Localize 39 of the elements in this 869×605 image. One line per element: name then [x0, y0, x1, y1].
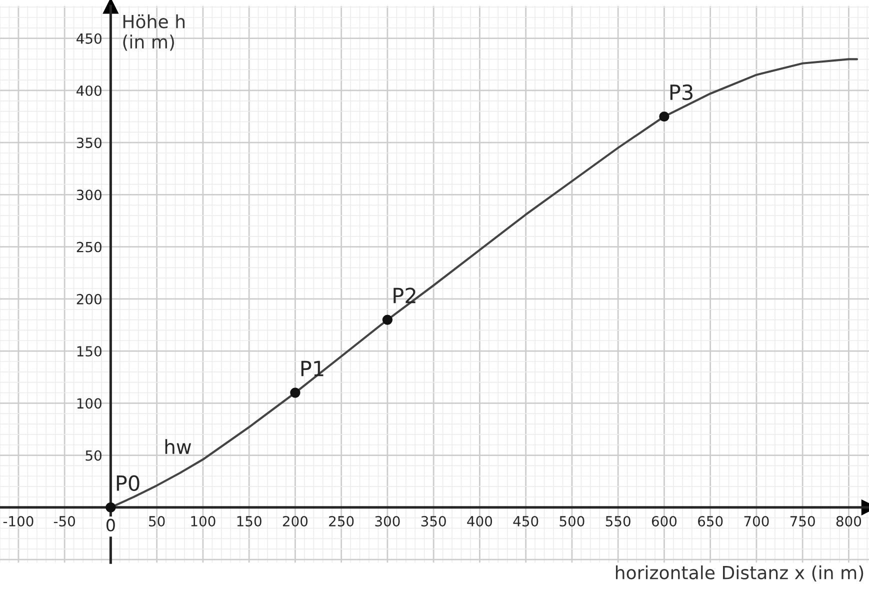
- point: [382, 314, 393, 325]
- x-tick-label: 350: [421, 516, 446, 526]
- x-tick-label: 750: [790, 516, 815, 526]
- x-tick-label: 50: [149, 516, 165, 526]
- x-tick-label: 500: [560, 516, 584, 526]
- y-tick-label: 350: [76, 138, 102, 148]
- x-tick-label: 100: [191, 516, 216, 526]
- y-tick-label: 100: [77, 398, 102, 409]
- y-tick-label: 50: [86, 450, 102, 461]
- y-tick-label: 300: [76, 190, 102, 200]
- x-tick-label: 150: [237, 516, 262, 526]
- x-tick-label: 800: [836, 516, 862, 526]
- x-tick-label: 550: [606, 516, 630, 526]
- x-tick-label: 400: [467, 516, 492, 526]
- x-tick-label: 700: [744, 516, 769, 526]
- series-label: hw: [165, 439, 192, 454]
- x-tick-label: -100: [3, 516, 34, 526]
- x-tick-label: 600: [652, 516, 677, 526]
- x-tick-label: 250: [329, 516, 354, 526]
- x-tick-label: 0: [106, 518, 115, 532]
- x-tick-label: 650: [698, 516, 723, 526]
- point: [106, 502, 116, 512]
- x-tick-label: 450: [513, 516, 538, 526]
- annotation: P1: [301, 360, 324, 376]
- x-axis-title: horizontale Distanz x (in m): [616, 565, 864, 582]
- annotation: P2: [394, 288, 416, 304]
- y-tick-label: 200: [76, 294, 102, 304]
- y-tick-label: 250: [76, 242, 102, 252]
- point: [659, 111, 670, 122]
- x-tick-label: 200: [282, 516, 308, 526]
- x-tick-label: -50: [54, 516, 75, 526]
- annotation: P3: [670, 84, 693, 100]
- y-tick-label: 400: [76, 85, 102, 96]
- x-tick-label: 300: [375, 516, 400, 526]
- y-tick-label: 450: [76, 33, 102, 44]
- y-axis-title: Höhe h (in m): [123, 14, 184, 51]
- point: [290, 388, 300, 398]
- annotation: P0: [116, 475, 140, 492]
- y-tick-label: 150: [77, 346, 102, 357]
